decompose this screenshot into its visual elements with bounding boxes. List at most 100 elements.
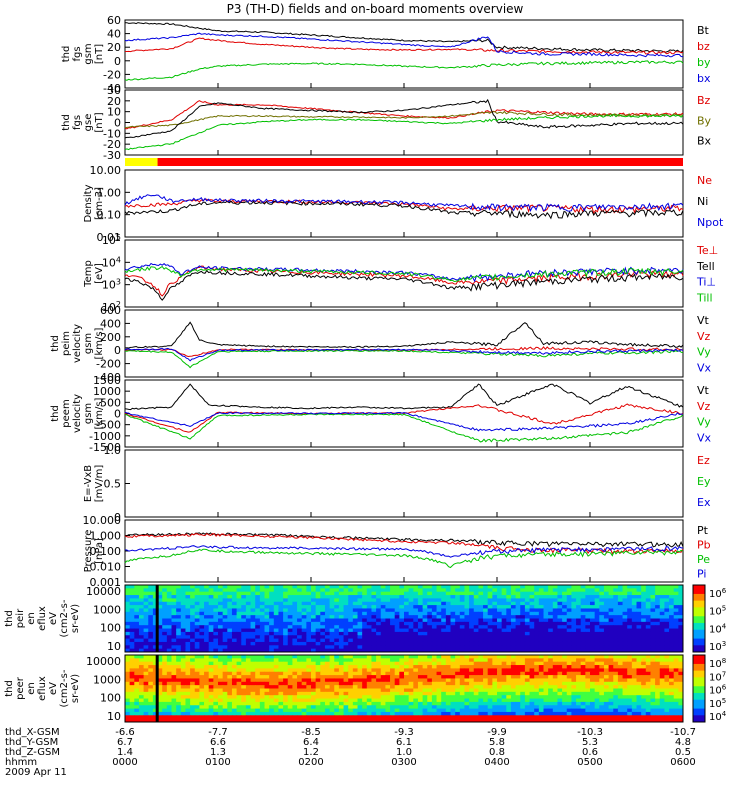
spectrogram-cell bbox=[190, 655, 196, 659]
spectrogram-cell bbox=[255, 585, 261, 589]
spectrogram-cell bbox=[390, 638, 396, 643]
spectrogram-cell bbox=[366, 588, 372, 593]
spectrogram-cell bbox=[459, 655, 465, 659]
spectrogram-cell bbox=[413, 621, 419, 626]
spectrogram-cell bbox=[157, 685, 163, 689]
spectrogram-cell bbox=[678, 665, 684, 669]
spectrogram-cell bbox=[204, 681, 210, 686]
spectrogram-cell bbox=[329, 641, 335, 646]
spectrogram-cell bbox=[417, 621, 424, 626]
spectrogram-cell bbox=[506, 621, 512, 626]
spectrogram-cell bbox=[287, 605, 293, 609]
spectrogram-cell bbox=[590, 695, 596, 700]
spectrogram-cell bbox=[171, 615, 177, 619]
spectrogram-cell bbox=[283, 618, 289, 623]
spectrogram-cell bbox=[445, 661, 451, 666]
spectrogram-cell bbox=[143, 648, 149, 653]
spectrogram-cell bbox=[278, 588, 284, 593]
spectrogram-cell bbox=[292, 625, 298, 630]
spectrogram-cell bbox=[125, 638, 131, 643]
spectrogram-cell bbox=[543, 638, 549, 643]
spectrogram-cell bbox=[264, 648, 270, 653]
spectrogram-cell bbox=[566, 658, 572, 663]
spectrogram-cell bbox=[390, 618, 396, 623]
spectrogram-cell bbox=[441, 638, 447, 643]
spectrogram-cell bbox=[571, 688, 577, 693]
spectrogram-cell bbox=[138, 658, 145, 663]
spectrogram-cell bbox=[631, 648, 637, 653]
spectrogram-cell bbox=[138, 701, 145, 706]
spectrogram-cell bbox=[138, 598, 145, 603]
spectrogram-cell bbox=[431, 688, 438, 693]
spectrogram-cell bbox=[376, 598, 382, 603]
spectrogram-cell bbox=[436, 615, 442, 619]
spectrogram-cell bbox=[636, 678, 642, 683]
spectrogram-cell bbox=[194, 641, 200, 646]
spectrogram-cell bbox=[134, 591, 140, 596]
spectrogram-cell bbox=[464, 605, 470, 609]
spectrogram-cell bbox=[497, 671, 503, 676]
spectrogram-cell bbox=[631, 668, 637, 673]
spectrogram-cell bbox=[287, 635, 293, 640]
spectrogram-cell bbox=[534, 701, 540, 706]
spectrogram-cell bbox=[599, 648, 605, 653]
spectrogram-cell bbox=[338, 688, 345, 693]
spectrogram-cell bbox=[166, 715, 172, 720]
spectrogram-cell bbox=[199, 705, 205, 710]
spectrogram-cell bbox=[385, 695, 391, 700]
spectrogram-cell bbox=[464, 638, 470, 643]
spectrogram-cell bbox=[427, 588, 433, 593]
spectrogram-cell bbox=[185, 598, 191, 603]
spectrogram-cell bbox=[143, 711, 149, 716]
spectrogram-cell bbox=[315, 615, 321, 619]
spectrogram-cell bbox=[129, 635, 135, 640]
spectrogram-cell bbox=[166, 671, 172, 676]
y-tick-label: 0.10 bbox=[97, 209, 122, 222]
spectrogram-cell bbox=[376, 681, 382, 686]
y-tick-label: 10 bbox=[107, 106, 121, 119]
spectrogram-cell bbox=[450, 711, 456, 716]
spectrogram-cell bbox=[538, 655, 544, 659]
spectrogram-cell bbox=[306, 591, 312, 596]
spectrogram-cell bbox=[404, 641, 410, 646]
legend-entry: Bz bbox=[697, 94, 711, 107]
spectrogram-cell bbox=[264, 595, 270, 599]
spectrogram-cell bbox=[287, 618, 293, 623]
spectrogram-cell bbox=[283, 635, 289, 640]
spectrogram-cell bbox=[650, 668, 656, 673]
spectrogram-cell bbox=[208, 715, 214, 720]
spectrogram-cell bbox=[283, 658, 289, 663]
spectrogram-cell bbox=[143, 688, 149, 693]
spectrogram-cell bbox=[194, 708, 200, 713]
spectrogram-cell bbox=[371, 685, 377, 689]
spectrogram-cell bbox=[269, 591, 275, 596]
spectrogram-cell bbox=[510, 661, 517, 666]
spectrogram-cell bbox=[362, 638, 368, 643]
spectrogram-cell bbox=[506, 688, 512, 693]
spectrogram-cell bbox=[348, 618, 354, 623]
spectrogram-cell bbox=[348, 628, 354, 633]
spectrogram-cell bbox=[315, 645, 321, 650]
spectrogram-cell bbox=[580, 678, 586, 683]
spectrogram-cell bbox=[390, 601, 396, 606]
spectrogram-cell bbox=[176, 705, 182, 710]
spectrogram-cell bbox=[194, 655, 200, 659]
spectrogram-cell bbox=[171, 625, 177, 630]
spectrogram-cell bbox=[297, 675, 303, 679]
spectrogram-cell bbox=[571, 701, 577, 706]
spectrogram-cell bbox=[441, 711, 447, 716]
spectrogram-cell bbox=[469, 685, 475, 689]
spectrogram-cell bbox=[557, 611, 563, 616]
spectrogram-cell bbox=[185, 708, 191, 713]
spectrogram-cell bbox=[664, 705, 670, 710]
spectrogram-cell bbox=[566, 675, 572, 679]
spectrogram-cell bbox=[571, 625, 577, 630]
spectrogram-cell bbox=[171, 681, 177, 686]
spectrogram-cell bbox=[166, 608, 172, 613]
spectrogram-cell bbox=[445, 678, 451, 683]
spectrogram-cell bbox=[627, 711, 633, 716]
spectrogram-cell bbox=[571, 658, 577, 663]
spectrogram-cell bbox=[250, 668, 256, 673]
colorbar-cell bbox=[693, 636, 705, 640]
spectrogram-cell bbox=[608, 665, 614, 669]
